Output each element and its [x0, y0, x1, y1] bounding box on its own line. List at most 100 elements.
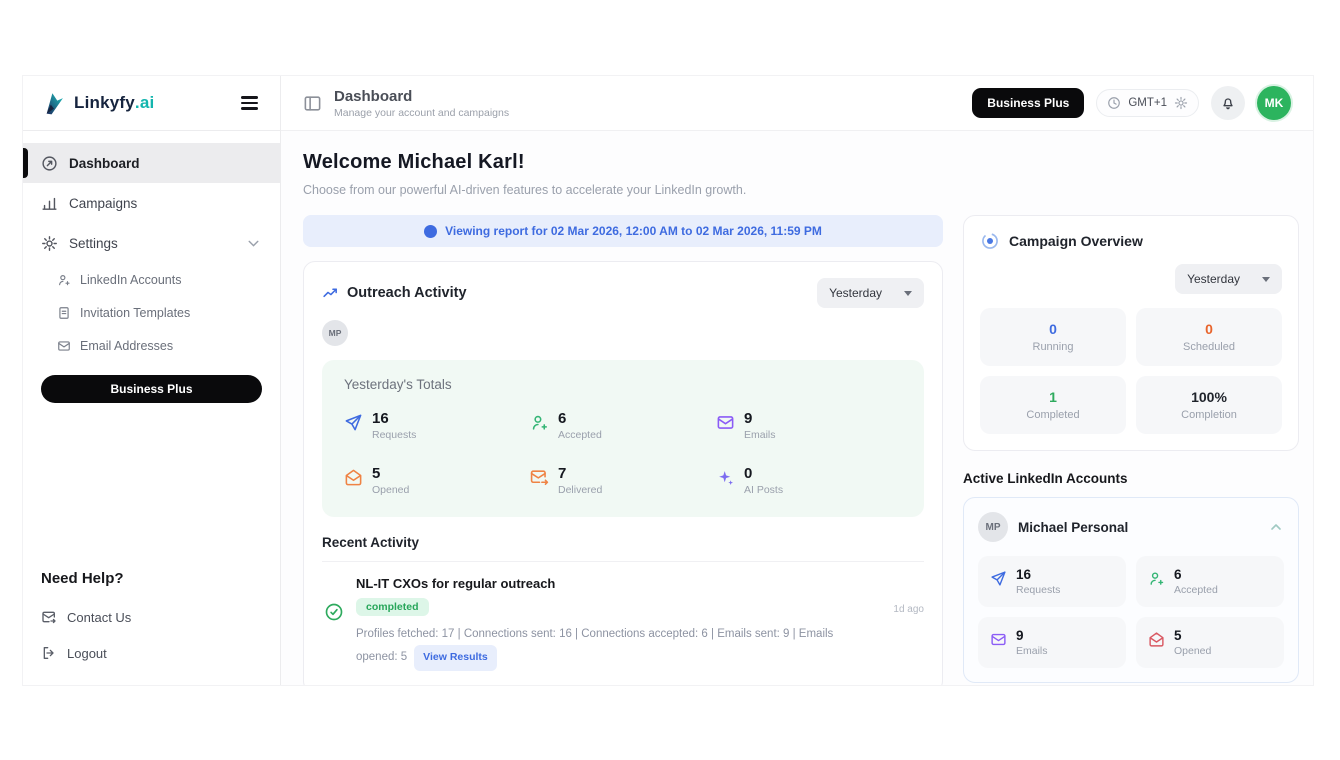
mail-open-icon: [345, 469, 362, 486]
account-card-header[interactable]: MP Michael Personal: [978, 512, 1284, 542]
stat-value: 6: [1174, 567, 1182, 582]
view-results-link[interactable]: View Results: [414, 645, 497, 671]
tile-running: 0 Running: [980, 308, 1126, 366]
gear-icon: [1174, 96, 1188, 110]
report-period-banner: i Viewing report for 02 Mar 2026, 12:00 …: [303, 215, 943, 247]
rocket-icon: [46, 93, 63, 115]
mail-open-icon: [1149, 632, 1164, 647]
sidebar-item-settings[interactable]: Settings: [23, 223, 280, 263]
main-content: Welcome Michael Karl! Choose from our po…: [281, 131, 1313, 685]
envelope-icon: [58, 340, 70, 351]
user-plus-icon: [1150, 572, 1164, 585]
plan-upgrade-button[interactable]: Business Plus: [41, 375, 262, 403]
stat-label: Accepted: [1174, 584, 1218, 596]
stat-requests: 16 Requests: [344, 410, 530, 441]
bar-chart-icon: [42, 197, 57, 210]
stat-value: 5: [1174, 628, 1182, 643]
campaign-overview-card: Campaign Overview Yesterday 0 Running: [963, 215, 1299, 451]
overview-period-dropdown[interactable]: Yesterday: [1175, 264, 1282, 294]
contact-us-link[interactable]: Contact Us: [41, 599, 262, 635]
sidebar-item-campaigns[interactable]: Campaigns: [23, 183, 280, 223]
account-name: Michael Personal: [1018, 519, 1129, 535]
user-plus-icon: [532, 415, 548, 430]
paper-plane-icon: [345, 414, 362, 431]
tile-value: 0: [1205, 321, 1213, 337]
stat-label: Requests: [1016, 584, 1061, 596]
chevron-down-icon: [904, 290, 912, 296]
page-title: Dashboard: [334, 87, 413, 105]
active-accounts-heading: Active LinkedIn Accounts: [963, 471, 1128, 486]
timezone-value: GMT+1: [1128, 97, 1167, 109]
notifications-button[interactable]: [1211, 86, 1245, 120]
welcome-title: Welcome Michael Karl!: [303, 151, 525, 173]
user-avatar[interactable]: MK: [1257, 86, 1291, 120]
sidebar-item-dashboard[interactable]: Dashboard: [23, 143, 280, 183]
envelope-icon: [717, 416, 734, 429]
sidebar-item-linkedin-accounts[interactable]: LinkedIn Accounts: [23, 263, 280, 296]
top-bar: Dashboard Manage your account and campai…: [281, 76, 1313, 131]
app-logo[interactable]: Linkyfy.ai: [41, 90, 154, 116]
tile-label: Completion: [1181, 409, 1237, 421]
sidebar-item-email-addresses[interactable]: Email Addresses: [23, 329, 280, 362]
sidebar-header: Linkyfy.ai: [23, 76, 280, 131]
stat-value: 9: [744, 410, 753, 427]
sidebar-item-label: Settings: [69, 235, 118, 251]
account-filter-avatar[interactable]: MP: [322, 320, 348, 346]
sparkle-icon: [719, 471, 734, 486]
tile-value: 100%: [1191, 389, 1227, 405]
sidebar-item-label: Dashboard: [69, 155, 140, 171]
account-avatar: MP: [978, 512, 1008, 542]
envelope-icon: [991, 633, 1006, 646]
info-icon: i: [424, 224, 438, 238]
sidebar: Linkyfy.ai Dashboard Campaigns: [23, 76, 281, 685]
stat-value: 16: [372, 410, 389, 427]
outreach-period-dropdown[interactable]: Yesterday: [817, 278, 924, 308]
brand-text: Linkyfy: [74, 93, 135, 112]
stat-value: 7: [558, 465, 567, 482]
page-subtitle: Manage your account and campaigns: [334, 106, 510, 119]
stat-delivered: 7 Delivered: [530, 465, 716, 496]
mail-forward-icon: [530, 470, 549, 486]
sidebar-subitem-label: Email Addresses: [80, 338, 174, 353]
activity-title: NL-IT CXOs for regular outreach: [356, 576, 556, 591]
tile-scheduled: 0 Scheduled: [1136, 308, 1282, 366]
stat-label: Emails: [744, 429, 776, 441]
timezone-selector[interactable]: GMT+1: [1096, 89, 1199, 117]
logout-label: Logout: [67, 645, 107, 661]
sidebar-subitem-label: LinkedIn Accounts: [80, 272, 182, 287]
logout-link[interactable]: Logout: [41, 635, 262, 671]
user-plus-icon: [59, 274, 70, 285]
document-icon: [59, 306, 69, 319]
stat-label: Delivered: [558, 484, 603, 496]
outreach-title: Outreach Activity: [347, 285, 467, 301]
recent-activity-section: Recent Activity NL-IT CXOs for regular o…: [322, 535, 924, 671]
sidebar-item-invitation-templates[interactable]: Invitation Templates: [23, 296, 280, 329]
welcome-subtitle: Choose from our powerful AI-driven featu…: [303, 183, 747, 197]
status-badge: completed: [356, 598, 429, 616]
stat-accepted: 6 Accepted: [530, 410, 716, 441]
tile-value: 0: [1049, 321, 1057, 337]
tile-label: Completed: [1026, 409, 1080, 421]
sidebar-nav: Dashboard Campaigns Settings: [23, 131, 280, 403]
tile-label: Running: [1032, 341, 1074, 353]
report-banner-text: Viewing report for 02 Mar 2026, 12:00 AM…: [445, 224, 822, 238]
overview-period-value: Yesterday: [1187, 272, 1240, 286]
clock-icon: [1108, 97, 1121, 109]
stat-opened: 5 Opened: [344, 465, 530, 496]
check-circle-icon: [325, 603, 343, 621]
account-stat-accepted: 6 Accepted: [1136, 556, 1284, 607]
activity-timestamp: 1d ago: [893, 604, 924, 615]
chevron-down-icon: [1262, 276, 1270, 282]
stat-label: Opened: [372, 484, 410, 496]
mail-send-icon: [42, 611, 56, 624]
chevron-up-icon[interactable]: [1268, 519, 1284, 535]
recent-activity-heading: Recent Activity: [322, 535, 924, 562]
linkedin-account-card: MP Michael Personal 16 Requests: [963, 497, 1299, 683]
sidebar-toggle-icon[interactable]: [303, 94, 322, 113]
hamburger-icon[interactable]: [237, 92, 262, 113]
trend-up-icon: [323, 287, 337, 297]
logout-icon: [43, 647, 54, 659]
campaign-overview-title: Campaign Overview: [1009, 233, 1143, 249]
bell-icon: [1223, 98, 1233, 110]
plan-badge[interactable]: Business Plus: [972, 88, 1085, 118]
